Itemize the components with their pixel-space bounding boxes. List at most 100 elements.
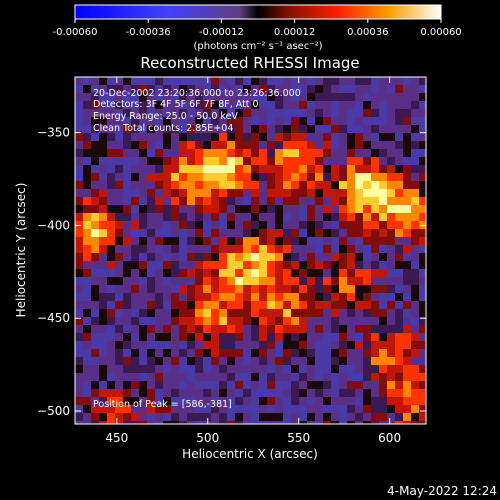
heatmap-cell	[139, 149, 147, 157]
heatmap-cell	[211, 261, 219, 269]
heatmap-cell	[187, 133, 195, 141]
heatmap-cell	[235, 117, 243, 125]
heatmap-cell	[243, 85, 251, 93]
heatmap-cell	[75, 277, 83, 285]
heatmap-cell	[283, 381, 291, 389]
heatmap-cell	[187, 117, 195, 125]
heatmap-cell	[139, 93, 147, 101]
heatmap-cell	[179, 173, 187, 181]
heatmap-cell	[387, 213, 395, 221]
heatmap-cell	[219, 85, 227, 93]
heatmap-cell	[259, 125, 267, 133]
heatmap-cell	[339, 277, 347, 285]
heatmap-cell	[315, 197, 323, 205]
heatmap-cell	[211, 149, 219, 157]
heatmap-cell	[203, 157, 211, 165]
heatmap-cell	[251, 133, 259, 141]
heatmap-cell	[299, 149, 307, 157]
heatmap-cell	[99, 85, 107, 93]
heatmap-cell	[123, 405, 131, 413]
heatmap-cell	[155, 269, 163, 277]
heatmap-cell	[299, 101, 307, 109]
heatmap-cell	[275, 389, 283, 397]
heatmap-cell	[107, 85, 115, 93]
colorbar-ticks: -0.00060 -0.00036 -0.00012 0.00012 0.00036 0.…	[53, 19, 462, 38]
heatmap-cell	[411, 197, 419, 205]
heatmap-cell	[371, 349, 379, 357]
heatmap-cell	[131, 109, 139, 117]
heatmap-cell	[347, 389, 355, 397]
heatmap-cell	[243, 405, 251, 413]
heatmap-cell	[267, 373, 275, 381]
heatmap-cell	[411, 261, 419, 269]
heatmap-cell	[267, 157, 275, 165]
heatmap-cell	[259, 101, 267, 109]
heatmap-cell	[307, 85, 315, 93]
heatmap-cell	[227, 149, 235, 157]
heatmap-cell	[243, 397, 251, 405]
heatmap-cell	[315, 333, 323, 341]
heatmap-cell	[195, 413, 203, 421]
heatmap-cell	[259, 85, 267, 93]
heatmap-cell	[195, 77, 203, 85]
heatmap-cell	[339, 373, 347, 381]
heatmap-cell	[195, 373, 203, 381]
heatmap-cell	[363, 373, 371, 381]
heatmap-cell	[371, 221, 379, 229]
heatmap-cell	[259, 261, 267, 269]
heatmap-cell	[219, 253, 227, 261]
heatmap-cell	[227, 421, 235, 424]
heatmap-cell	[219, 173, 227, 181]
heatmap-cell	[75, 309, 83, 317]
heatmap-cell	[195, 421, 203, 424]
heatmap-cell	[251, 389, 259, 397]
heatmap-cell	[155, 189, 163, 197]
heatmap-cell	[299, 389, 307, 397]
heatmap-cell	[243, 341, 251, 349]
heatmap-cell	[355, 141, 363, 149]
heatmap-cell	[275, 197, 283, 205]
heatmap-cell	[195, 357, 203, 365]
heatmap-cell	[323, 301, 331, 309]
heatmap-cell	[147, 149, 155, 157]
heatmap-cell	[107, 221, 115, 229]
heatmap-cell	[171, 357, 179, 365]
heatmap-cell	[219, 365, 227, 373]
heatmap-cell	[163, 213, 171, 221]
heatmap-cell	[107, 237, 115, 245]
heatmap-cell	[99, 269, 107, 277]
heatmap-cell	[275, 165, 283, 173]
heatmap-cell	[363, 365, 371, 373]
heatmap-cell	[163, 141, 171, 149]
heatmap-cell	[331, 293, 339, 301]
heatmap-cell	[323, 173, 331, 181]
heatmap-cell	[99, 221, 107, 229]
heatmap-cell	[395, 133, 403, 141]
heatmap-cell	[379, 133, 387, 141]
heatmap-cell	[267, 181, 275, 189]
heatmap-cell	[243, 309, 251, 317]
heatmap-cell	[379, 293, 387, 301]
heatmap-cell	[323, 149, 331, 157]
heatmap-cell	[299, 205, 307, 213]
heatmap-cell	[187, 85, 195, 93]
heatmap-cell	[411, 325, 419, 333]
heatmap-cell	[307, 93, 315, 101]
heatmap-cell	[123, 413, 131, 421]
heatmap-cell	[339, 149, 347, 157]
heatmap-cell	[179, 389, 187, 397]
heatmap-cell	[355, 109, 363, 117]
heatmap-cell	[227, 349, 235, 357]
heatmap-cell	[275, 93, 283, 101]
heatmap-cell	[379, 229, 387, 237]
heatmap-cell	[363, 413, 371, 421]
heatmap-cell	[163, 85, 171, 93]
heatmap-cell	[299, 309, 307, 317]
heatmap-cell	[387, 85, 395, 93]
annotation-line: 20-Dec-2002 23:20:36.000 to 23:26:36.000	[93, 88, 301, 99]
heatmap-cell	[155, 149, 163, 157]
heatmap-cell	[115, 165, 123, 173]
heatmap-cell	[107, 165, 115, 173]
heatmap-cell	[347, 141, 355, 149]
heatmap-cell	[203, 261, 211, 269]
